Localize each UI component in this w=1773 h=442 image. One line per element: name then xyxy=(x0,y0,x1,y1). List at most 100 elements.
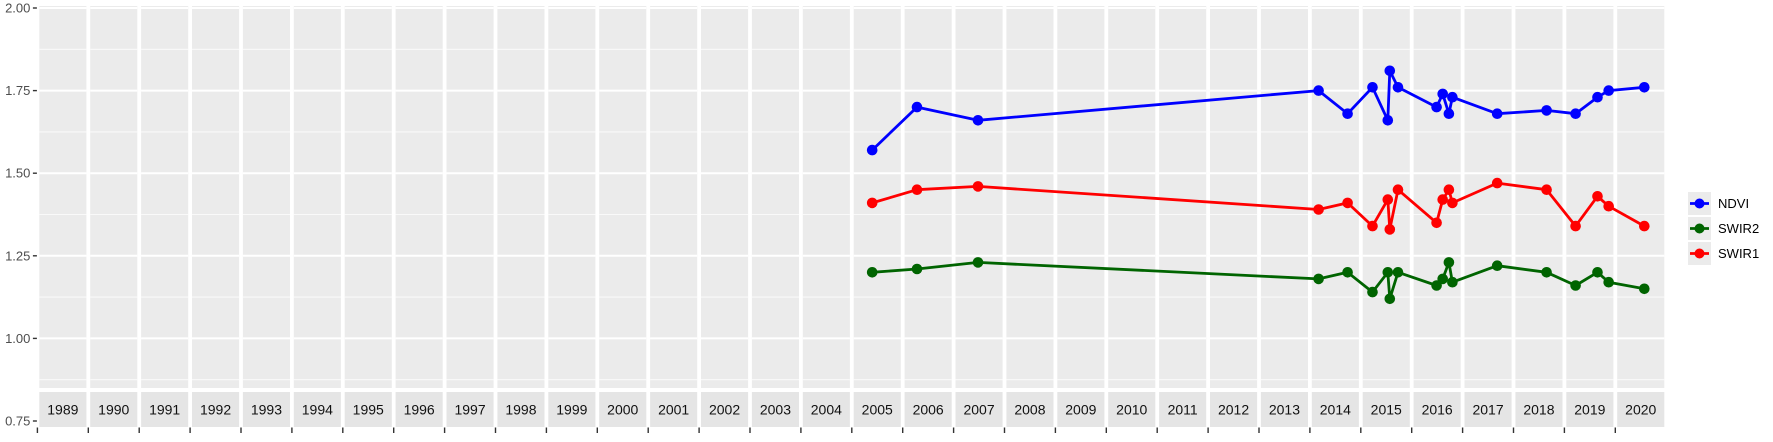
data-point-NDVI xyxy=(1437,88,1448,100)
year-panel-1995 xyxy=(344,6,392,388)
data-point-SWIR2 xyxy=(911,263,923,275)
facet-strip-2013 xyxy=(1260,392,1308,427)
facet-strip-1991 xyxy=(141,392,189,427)
data-point-SWIR2 xyxy=(1342,267,1353,278)
data-point-NDVI xyxy=(1592,91,1603,103)
facet-strip-1999 xyxy=(548,392,596,427)
data-point-NDVI xyxy=(1367,82,1378,93)
facet-strip-1993 xyxy=(242,392,290,427)
data-point-NDVI xyxy=(1384,65,1396,77)
facet-label: 1991 xyxy=(149,402,180,418)
facet-label: 1990 xyxy=(98,402,129,418)
data-point-SWIR2 xyxy=(972,257,984,268)
facet-strip-1995 xyxy=(344,392,392,427)
data-point-SWIR2 xyxy=(1570,280,1581,291)
facet-strip-2002 xyxy=(701,392,749,427)
data-point-NDVI xyxy=(1342,108,1353,119)
year-panel-2006 xyxy=(904,6,952,388)
facet-strip-1994 xyxy=(293,392,341,427)
data-point-NDVI xyxy=(1639,82,1650,93)
data-point-SWIR1 xyxy=(1342,197,1353,209)
year-panel-2017 xyxy=(1464,6,1512,388)
y-axis-label: 2.00 xyxy=(5,1,30,16)
facet-label: 2019 xyxy=(1574,402,1605,418)
facet-label: 2011 xyxy=(1168,402,1198,418)
facet-label: 2016 xyxy=(1422,402,1453,418)
y-axis-label: 1.75 xyxy=(5,83,30,98)
data-point-NDVI xyxy=(1443,108,1455,119)
facet-label: 1995 xyxy=(353,402,384,418)
facet-strip-2001 xyxy=(650,392,698,427)
data-point-SWIR1 xyxy=(1447,197,1458,209)
facet-label: 1993 xyxy=(251,402,282,418)
year-panel-2004 xyxy=(802,6,850,388)
year-panel-2019 xyxy=(1566,6,1614,388)
data-point-SWIR2 xyxy=(1603,276,1614,288)
data-point-SWIR2 xyxy=(1592,267,1603,278)
facet-strip-1989 xyxy=(39,392,87,427)
data-point-NDVI xyxy=(1447,91,1458,103)
facet-strip-2007 xyxy=(955,392,1003,427)
data-point-SWIR1 xyxy=(866,197,878,209)
facet-label: 2009 xyxy=(1065,402,1096,418)
facet-strip-2017 xyxy=(1464,392,1512,427)
year-panel-2013 xyxy=(1260,6,1308,388)
facet-strip-2012 xyxy=(1210,392,1258,427)
facet-label: 2007 xyxy=(963,402,994,418)
facet-label: 2010 xyxy=(1116,402,1147,418)
facet-strip-2003 xyxy=(751,392,799,427)
facet-label: 2004 xyxy=(811,402,842,418)
facet-strip-1990 xyxy=(90,392,138,427)
legend-entry-swir1: SWIR1 xyxy=(1688,242,1759,265)
facet-label: 1989 xyxy=(47,402,78,418)
data-point-NDVI xyxy=(1603,85,1614,96)
data-point-SWIR1 xyxy=(1437,194,1448,205)
legend: NDVI SWIR2 SWIR1 xyxy=(1688,192,1759,265)
data-point-NDVI xyxy=(1382,115,1394,126)
data-point-NDVI xyxy=(1431,101,1442,113)
series-NDVI xyxy=(866,65,1650,156)
data-point-SWIR1 xyxy=(1313,204,1324,215)
data-point-SWIR2 xyxy=(1447,276,1458,288)
facet-strip-2005 xyxy=(853,392,901,427)
data-point-SWIR2 xyxy=(1437,273,1448,285)
legend-label-ndvi: NDVI xyxy=(1718,196,1750,211)
year-panel-2009 xyxy=(1057,6,1105,388)
facet-label: 2002 xyxy=(709,402,740,418)
facet-label: 1998 xyxy=(505,402,536,418)
data-point-SWIR2 xyxy=(1382,267,1394,278)
year-panel-1998 xyxy=(497,6,545,388)
y-axis-label: 1.50 xyxy=(5,166,30,181)
data-point-SWIR1 xyxy=(972,181,984,192)
facet-label: 1997 xyxy=(454,402,485,418)
facet-label: 1996 xyxy=(404,402,435,418)
data-point-SWIR1 xyxy=(1431,217,1442,229)
data-point-SWIR2 xyxy=(1491,260,1503,272)
data-point-SWIR1 xyxy=(1491,177,1503,189)
series-SWIR2 xyxy=(866,257,1650,305)
facet-strip-2019 xyxy=(1566,392,1614,427)
facet-label: 2017 xyxy=(1472,402,1503,418)
facet-strip-2008 xyxy=(1006,392,1054,427)
year-panel-2001 xyxy=(650,6,698,388)
legend-label-swir2: SWIR2 xyxy=(1718,221,1760,236)
facet-strip-2011 xyxy=(1159,392,1207,427)
year-panel-1990 xyxy=(90,6,138,388)
year-panel-2003 xyxy=(751,6,799,388)
facet-strip-2006 xyxy=(904,392,952,427)
facet-strip-2000 xyxy=(599,392,647,427)
facet-label: 2001 xyxy=(658,402,689,418)
data-point-NDVI xyxy=(1570,108,1581,119)
year-panel-1996 xyxy=(395,6,443,388)
data-point-SWIR2 xyxy=(1392,267,1404,278)
year-panel-1999 xyxy=(548,6,596,388)
data-point-SWIR1 xyxy=(1541,184,1552,195)
facet-label: 2000 xyxy=(607,402,638,418)
facet-strip-2018 xyxy=(1515,392,1563,427)
facet-strip-2009 xyxy=(1057,392,1105,427)
facet-label: 1999 xyxy=(556,402,587,418)
year-panel-1997 xyxy=(446,6,494,388)
year-panel-2002 xyxy=(701,6,749,388)
data-point-NDVI xyxy=(866,144,878,156)
facet-label: 2005 xyxy=(862,402,893,418)
